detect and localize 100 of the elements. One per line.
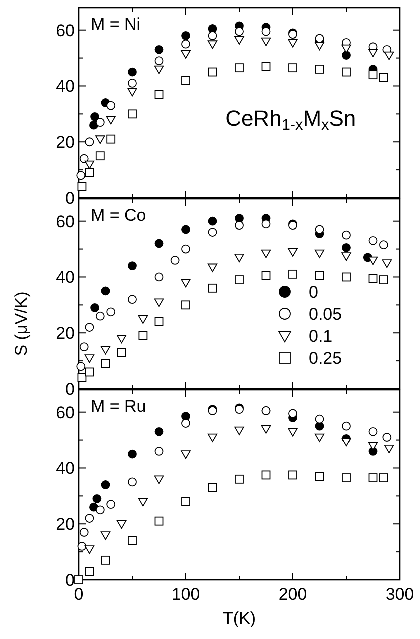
- y-tick-label: 60: [56, 212, 75, 232]
- point: [154, 317, 164, 326]
- point: [182, 300, 190, 310]
- point: [261, 425, 272, 434]
- point: [288, 39, 298, 48]
- point: [101, 480, 110, 490]
- point: [154, 56, 164, 66]
- point: [314, 250, 325, 258]
- legend-label: 0.1: [309, 327, 333, 346]
- point: [262, 271, 271, 280]
- point: [154, 239, 164, 248]
- point: [208, 40, 218, 50]
- point: [170, 256, 180, 265]
- point: [315, 65, 324, 74]
- y-tick-label: 40: [56, 77, 75, 96]
- legend-label: 0.05: [309, 305, 342, 324]
- point: [262, 27, 271, 36]
- annotation: M = Co: [91, 206, 146, 225]
- point: [368, 70, 378, 80]
- point: [85, 567, 94, 576]
- point: [342, 252, 352, 262]
- point: [208, 284, 218, 293]
- point: [181, 450, 191, 460]
- point: [154, 516, 164, 526]
- y-tick-label: 60: [56, 21, 75, 40]
- point: [117, 348, 126, 358]
- x-axis-title: T(K): [222, 609, 256, 628]
- point: [96, 136, 106, 144]
- x-tick-label: 300: [386, 585, 414, 604]
- y-tick-label: 20: [56, 324, 75, 344]
- point: [85, 323, 94, 332]
- point: [208, 68, 218, 77]
- y-tick-label: 60: [56, 403, 75, 422]
- point: [342, 243, 351, 252]
- point: [235, 27, 244, 36]
- point: [261, 250, 272, 258]
- y-tick-label: 0: [66, 189, 75, 208]
- point: [382, 260, 392, 268]
- point: [100, 346, 111, 355]
- point: [368, 256, 378, 266]
- point: [368, 427, 378, 436]
- point: [368, 442, 378, 451]
- point: [76, 171, 86, 180]
- point: [85, 514, 94, 523]
- point: [101, 286, 110, 296]
- point: [314, 434, 325, 442]
- point: [288, 409, 298, 418]
- point: [106, 101, 116, 110]
- y-tick-label: 40: [56, 459, 75, 478]
- point: [288, 428, 298, 437]
- point: [128, 88, 138, 97]
- point: [128, 262, 137, 271]
- point: [342, 438, 352, 447]
- point: [380, 73, 388, 82]
- legend-label: 0.25: [309, 349, 342, 368]
- point: [262, 470, 271, 480]
- point: [342, 272, 351, 282]
- point: [208, 216, 218, 226]
- x-tick-label: 200: [278, 585, 308, 604]
- point: [182, 225, 190, 234]
- point: [101, 556, 110, 565]
- y-tick-label: 20: [56, 133, 75, 152]
- point: [182, 40, 190, 49]
- point: [90, 304, 100, 312]
- point: [234, 254, 244, 263]
- point: [74, 576, 84, 584]
- y-tick-label: 0: [66, 380, 75, 399]
- point: [128, 110, 137, 119]
- point: [154, 476, 164, 484]
- point: [315, 225, 324, 234]
- point: [342, 230, 351, 240]
- point: [384, 52, 394, 60]
- point: [182, 497, 190, 506]
- point: [208, 264, 218, 272]
- point: [92, 494, 102, 504]
- point: [96, 506, 105, 515]
- point: [314, 42, 325, 51]
- point: [208, 228, 218, 237]
- point: [128, 536, 137, 546]
- annotation: M = Ni: [91, 15, 141, 34]
- point: [208, 483, 218, 492]
- point: [84, 354, 95, 364]
- y-tick-label: 0: [66, 571, 75, 590]
- point: [80, 342, 89, 352]
- point: [384, 445, 394, 454]
- point: [84, 160, 95, 170]
- point: [315, 271, 324, 280]
- point: [234, 36, 244, 45]
- point: [106, 308, 116, 317]
- point: [154, 66, 164, 74]
- point: [106, 134, 116, 144]
- point: [380, 240, 388, 250]
- annotation: CeRh$_{1-x}$M$_{x}$Sn: [226, 106, 356, 134]
- point: [128, 478, 137, 487]
- point: [116, 335, 127, 344]
- point: [154, 272, 164, 282]
- point: [128, 78, 137, 88]
- point: [154, 447, 164, 456]
- point: [80, 528, 89, 537]
- point: [368, 274, 378, 284]
